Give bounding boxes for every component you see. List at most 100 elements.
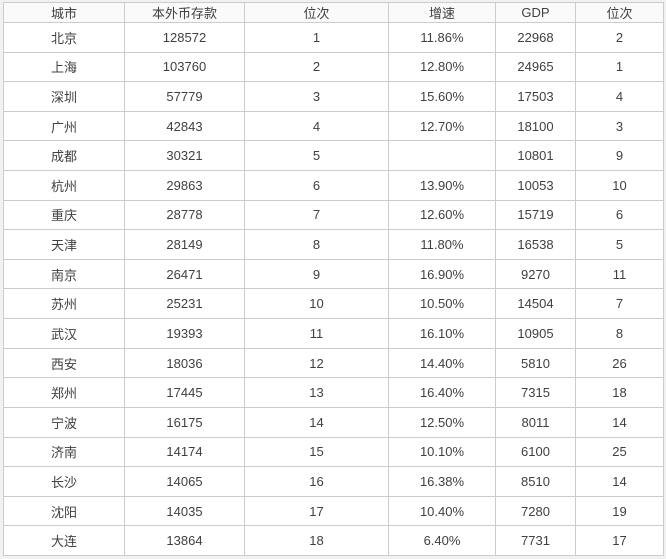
cell-gdp: 5810 <box>495 347 576 379</box>
cell-gdp-rank: 17 <box>575 525 664 556</box>
cell-deposits: 42843 <box>124 110 245 142</box>
cell-growth: 12.70% <box>388 110 496 142</box>
table-row: 郑州 17445 13 16.40% 7315 18 <box>3 377 664 408</box>
cell-growth: 10.10% <box>388 436 496 468</box>
cell-city: 济南 <box>3 436 125 468</box>
cell-gdp: 10905 <box>495 318 576 349</box>
cell-gdp-rank: 14 <box>575 466 664 497</box>
cell-deposits: 14035 <box>124 495 245 527</box>
cell-deposits: 16175 <box>124 406 245 438</box>
cell-deposit-rank: 18 <box>244 525 389 556</box>
cell-deposit-rank: 10 <box>244 288 389 320</box>
cell-deposits: 128572 <box>124 22 245 53</box>
cell-deposit-rank: 12 <box>244 347 389 379</box>
cell-deposit-rank: 11 <box>244 318 389 349</box>
cell-city: 苏州 <box>3 288 125 320</box>
cell-city: 宁波 <box>3 406 125 438</box>
cell-deposits: 25231 <box>124 288 245 320</box>
table-row: 宁波 16175 14 12.50% 8011 14 <box>3 406 664 438</box>
cell-city: 重庆 <box>3 199 125 231</box>
cell-gdp: 8510 <box>495 466 576 497</box>
cell-gdp-rank: 1 <box>575 51 664 83</box>
cell-deposit-rank: 8 <box>244 229 389 260</box>
cell-gdp: 6100 <box>495 436 576 468</box>
cell-gdp-rank: 10 <box>575 170 664 201</box>
cell-growth: 11.80% <box>388 229 496 260</box>
table-row: 天津 28149 8 11.80% 16538 5 <box>3 229 664 260</box>
col-header-deposits: 本外币存款 <box>124 2 245 23</box>
table-row: 长沙 14065 16 16.38% 8510 14 <box>3 466 664 497</box>
cell-city: 上海 <box>3 51 125 83</box>
cell-deposit-rank: 16 <box>244 466 389 497</box>
table-body: 北京 128572 1 11.86% 22968 2 上海 103760 2 12.80% 2496… <box>3 22 664 556</box>
table-row: 北京 128572 1 11.86% 22968 2 <box>3 22 664 53</box>
table-row: 西安 18036 12 14.40% 5810 26 <box>3 347 664 379</box>
cell-deposit-rank: 13 <box>244 377 389 408</box>
cell-growth: 13.90% <box>388 170 496 201</box>
table-row: 苏州 25231 10 10.50% 14504 7 <box>3 288 664 320</box>
cell-gdp-rank: 14 <box>575 406 664 438</box>
cell-deposits: 28778 <box>124 199 245 231</box>
cell-growth: 12.60% <box>388 199 496 231</box>
cell-deposits: 26471 <box>124 258 245 290</box>
cell-growth: 16.90% <box>388 258 496 290</box>
table-row: 广州 42843 4 12.70% 18100 3 <box>3 110 664 142</box>
city-finance-table-container: 城市 本外币存款 位次 增速 GDP 位次 北京 128572 1 11.86% 229… <box>3 2 664 556</box>
cell-deposits: 57779 <box>124 81 245 112</box>
cell-gdp: 22968 <box>495 22 576 53</box>
cell-deposit-rank: 6 <box>244 170 389 201</box>
cell-deposit-rank: 14 <box>244 406 389 438</box>
cell-gdp: 18100 <box>495 110 576 142</box>
cell-growth: 14.40% <box>388 347 496 379</box>
col-header-city: 城市 <box>3 2 125 23</box>
cell-city: 成都 <box>3 140 125 172</box>
cell-deposit-rank: 2 <box>244 51 389 83</box>
cell-city: 大连 <box>3 525 125 556</box>
cell-deposit-rank: 4 <box>244 110 389 142</box>
cell-city: 长沙 <box>3 466 125 497</box>
cell-deposit-rank: 9 <box>244 258 389 290</box>
cell-city: 北京 <box>3 22 125 53</box>
table-row: 上海 103760 2 12.80% 24965 1 <box>3 51 664 83</box>
cell-deposits: 14065 <box>124 466 245 497</box>
cell-gdp: 7315 <box>495 377 576 408</box>
header-row: 城市 本外币存款 位次 增速 GDP 位次 <box>3 2 664 23</box>
cell-deposit-rank: 7 <box>244 199 389 231</box>
cell-gdp-rank: 19 <box>575 495 664 527</box>
table-row: 济南 14174 15 10.10% 6100 25 <box>3 436 664 468</box>
cell-gdp-rank: 26 <box>575 347 664 379</box>
cell-gdp: 15719 <box>495 199 576 231</box>
cell-gdp: 7280 <box>495 495 576 527</box>
cell-deposit-rank: 15 <box>244 436 389 468</box>
cell-gdp: 10801 <box>495 140 576 172</box>
cell-deposit-rank: 5 <box>244 140 389 172</box>
col-header-growth: 增速 <box>388 2 496 23</box>
cell-gdp-rank: 18 <box>575 377 664 408</box>
cell-gdp-rank: 4 <box>575 81 664 112</box>
cell-city: 广州 <box>3 110 125 142</box>
cell-city: 南京 <box>3 258 125 290</box>
table-row: 沈阳 14035 17 10.40% 7280 19 <box>3 495 664 527</box>
cell-gdp-rank: 5 <box>575 229 664 260</box>
cell-deposits: 19393 <box>124 318 245 349</box>
cell-city: 郑州 <box>3 377 125 408</box>
cell-gdp: 7731 <box>495 525 576 556</box>
cell-gdp: 16538 <box>495 229 576 260</box>
cell-gdp: 14504 <box>495 288 576 320</box>
cell-growth <box>388 140 496 172</box>
cell-gdp-rank: 25 <box>575 436 664 468</box>
cell-growth: 16.38% <box>388 466 496 497</box>
table-row: 成都 30321 5 10801 9 <box>3 140 664 172</box>
cell-deposits: 28149 <box>124 229 245 260</box>
cell-deposit-rank: 1 <box>244 22 389 53</box>
cell-growth: 12.50% <box>388 406 496 438</box>
cell-city: 西安 <box>3 347 125 379</box>
cell-city: 深圳 <box>3 81 125 112</box>
table-row: 武汉 19393 11 16.10% 10905 8 <box>3 318 664 349</box>
cell-gdp-rank: 7 <box>575 288 664 320</box>
cell-growth: 6.40% <box>388 525 496 556</box>
table-row: 杭州 29863 6 13.90% 10053 10 <box>3 170 664 201</box>
cell-deposits: 13864 <box>124 525 245 556</box>
table-row: 重庆 28778 7 12.60% 15719 6 <box>3 199 664 231</box>
table-row: 大连 13864 18 6.40% 7731 17 <box>3 525 664 556</box>
